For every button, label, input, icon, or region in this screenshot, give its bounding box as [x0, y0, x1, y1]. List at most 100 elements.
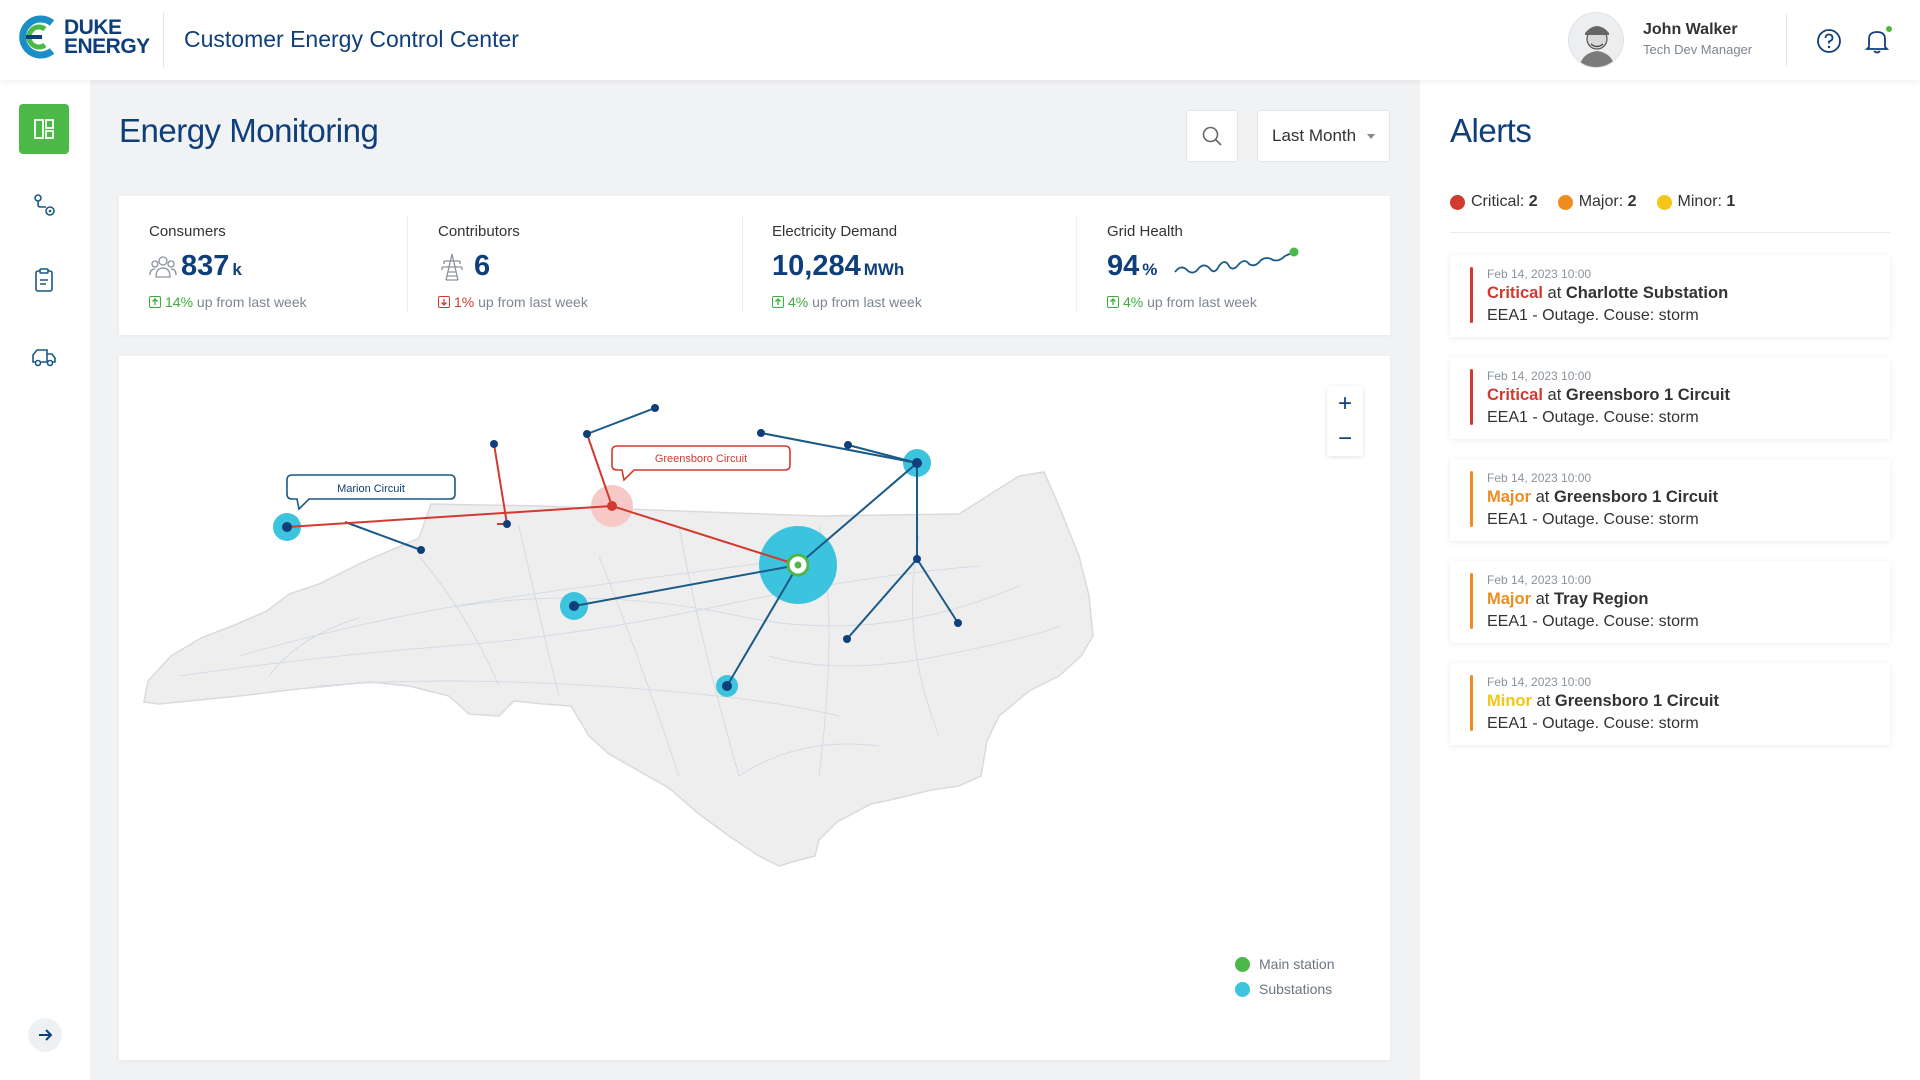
- alerts-title: Alerts: [1450, 112, 1532, 149]
- sparkline-end-dot: [1289, 247, 1299, 257]
- alert-item[interactable]: Feb 14, 2023 10:00 Major at Greensboro 1…: [1450, 459, 1890, 541]
- sidebar: [0, 80, 90, 1080]
- kpi-number: 94: [1107, 250, 1140, 282]
- logo-line1: DUKE: [64, 16, 122, 39]
- alert-description: EEA1 - Outage. Couse: storm: [1487, 511, 1699, 528]
- alert-time: Feb 14, 2023 10:00: [1487, 675, 1592, 689]
- alert-heading: Minor at Greensboro 1 Circuit: [1487, 692, 1719, 711]
- alert-location: Charlotte Substation: [1565, 284, 1729, 302]
- alert-location: Greensboro 1 Circuit: [1554, 692, 1719, 710]
- minor-dot: [1656, 194, 1672, 210]
- connection-lines: [344, 407, 959, 687]
- help-circle-icon[interactable]: [1816, 28, 1842, 54]
- alerts-divider: [1450, 232, 1890, 233]
- node: [954, 619, 962, 627]
- kpi-number: 6: [474, 250, 491, 282]
- kpi-card: Consumers 837 k 14% up from last week Con…: [119, 196, 1390, 335]
- kpi-divider: [407, 216, 408, 312]
- legend-substations: Substations: [1235, 981, 1332, 997]
- kpi-label: Electricity Demand: [772, 223, 898, 240]
- alert-time: Feb 14, 2023 10:00: [1487, 267, 1592, 281]
- severity-major[interactable]: Major: 2: [1557, 193, 1637, 211]
- alert-item[interactable]: Feb 14, 2023 10:00 Critical at Greensbor…: [1450, 357, 1890, 439]
- alert-description: EEA1 - Outage. Couse: storm: [1487, 307, 1699, 324]
- severity-count: 2: [1528, 193, 1538, 210]
- node: [583, 430, 591, 438]
- sidebar-item-dashboard[interactable]: [19, 104, 69, 154]
- node: [651, 404, 659, 412]
- logo-line2: ENERGY: [64, 35, 150, 58]
- alerts-panel: Alerts Critical: 2 Major: 2 Minor: 1 Feb…: [1420, 80, 1920, 1080]
- power-tower-icon: [441, 253, 463, 281]
- duke-energy-logo[interactable]: DUKE ENERGY: [18, 15, 150, 59]
- legend-main-label: Main station: [1259, 956, 1335, 972]
- alert-heading: Critical at Charlotte Substation: [1487, 284, 1728, 303]
- page-title: Energy Monitoring: [119, 112, 379, 149]
- kpi-unit: k: [232, 260, 242, 279]
- alert-at: at: [1547, 284, 1562, 302]
- alert-severity-bar: [1470, 573, 1473, 629]
- sidebar-item-routes[interactable]: [19, 180, 69, 230]
- zoom-out-button[interactable]: −: [1337, 424, 1352, 452]
- arrow-up-icon: [149, 296, 161, 308]
- alert-heading: Major at Greensboro 1 Circuit: [1487, 488, 1718, 507]
- substation-marion: [282, 522, 292, 532]
- alert-time: Feb 14, 2023 10:00: [1487, 471, 1592, 485]
- alert-item[interactable]: Feb 14, 2023 10:00 Minor at Greensboro 1…: [1450, 663, 1890, 745]
- alert-item[interactable]: Feb 14, 2023 10:00 Critical at Charlotte…: [1450, 255, 1890, 337]
- route-icon: [34, 194, 55, 216]
- severity-minor[interactable]: Minor: 1: [1656, 193, 1736, 211]
- map-canvas[interactable]: Marion Circuit Greensboro Circuit: [119, 356, 1390, 1060]
- callout-marion: Marion Circuit: [286, 474, 456, 511]
- alert-at: at: [1535, 590, 1550, 608]
- alert-severity: Critical: [1487, 284, 1543, 302]
- bell-icon[interactable]: [1864, 25, 1893, 54]
- alert-location: Tray Region: [1553, 590, 1649, 608]
- node: [503, 520, 511, 528]
- severity-count: 1: [1726, 193, 1736, 210]
- severity-label: Major:: [1578, 193, 1624, 210]
- users-group-icon: [149, 255, 177, 278]
- alert-time: Feb 14, 2023 10:00: [1487, 573, 1592, 587]
- sidebar-expand-button[interactable]: [28, 1018, 62, 1052]
- kpi-divider: [742, 216, 743, 312]
- main-station-center: [794, 561, 802, 569]
- alert-description: EEA1 - Outage. Couse: storm: [1487, 409, 1699, 426]
- severity-critical[interactable]: Critical: 2: [1450, 193, 1538, 211]
- search-button[interactable]: [1186, 110, 1238, 162]
- legend-sub-dot: [1235, 981, 1250, 997]
- alert-severity: Critical: [1487, 386, 1543, 404]
- alert-severity-bar: [1470, 675, 1473, 731]
- node: [844, 441, 852, 449]
- arrow-up-icon: [1107, 296, 1119, 308]
- arrow-down-icon: [438, 296, 450, 308]
- avatar[interactable]: [1568, 12, 1624, 68]
- kpi-consumers: Consumers 837 k 14% up from last week: [149, 196, 409, 335]
- callout-greensboro: Greensboro Circuit: [611, 445, 791, 482]
- sidebar-item-vehicles[interactable]: [19, 332, 69, 382]
- alert-location: Greensboro 1 Circuit: [1553, 488, 1719, 506]
- alert-at: at: [1547, 386, 1562, 404]
- kpi-electricity-demand: Electricity Demand 10,284 MWh 4% up from …: [772, 196, 1072, 335]
- chevron-down-icon: [1367, 134, 1375, 139]
- alert-item[interactable]: Feb 14, 2023 10:00 Major at Tray Region …: [1450, 561, 1890, 643]
- period-select[interactable]: Last Month: [1257, 110, 1390, 162]
- kpi-change-text: up from last week: [1147, 294, 1257, 310]
- arrow-right-icon: [39, 1029, 53, 1041]
- logo-text: DUKE ENERGY: [64, 16, 150, 58]
- energy-map[interactable]: Marion Circuit Greensboro Circuit + − Ma…: [119, 356, 1390, 1060]
- kpi-divider: [1076, 216, 1077, 312]
- zoom-in-button[interactable]: +: [1337, 389, 1352, 417]
- alert-description: EEA1 - Outage. Couse: storm: [1487, 613, 1699, 630]
- severity-count: 2: [1627, 193, 1637, 210]
- alert-at: at: [1536, 692, 1551, 710]
- kpi-change: 14% up from last week: [149, 294, 307, 310]
- period-select-value: Last Month: [1272, 126, 1357, 145]
- legend-main-station: Main station: [1235, 956, 1334, 972]
- kpi-unit: MWh: [863, 260, 905, 279]
- sidebar-item-reports[interactable]: [19, 255, 69, 305]
- kpi-label: Consumers: [149, 223, 226, 240]
- alert-location: Greensboro 1 Circuit: [1565, 386, 1731, 404]
- notification-dot: [1885, 25, 1893, 33]
- node: [490, 440, 498, 448]
